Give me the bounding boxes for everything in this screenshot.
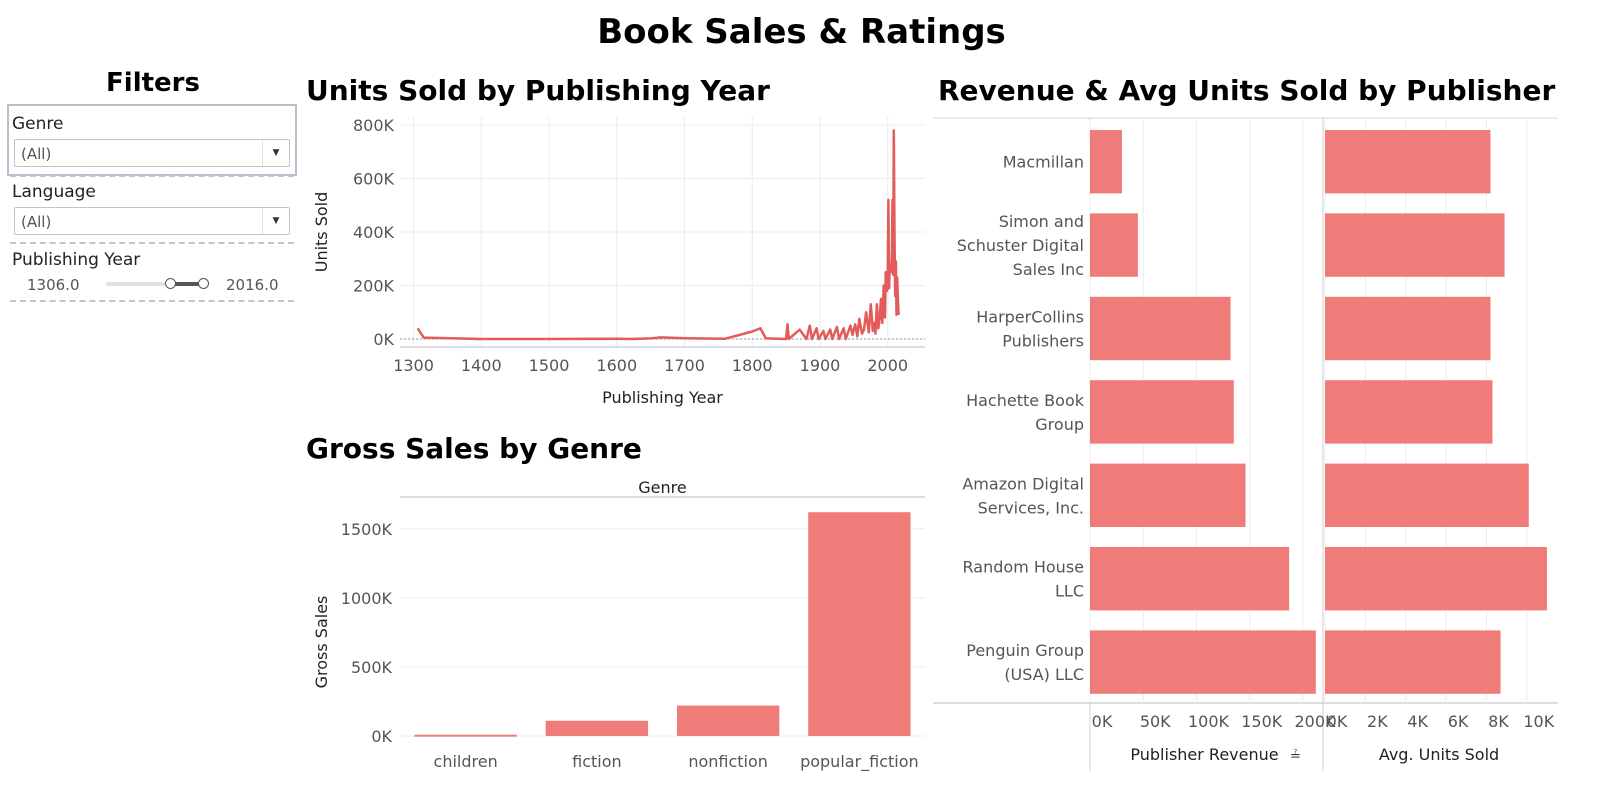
publisher-bar (1090, 380, 1234, 444)
publisher-label: Group (1035, 415, 1084, 434)
filter-divider (10, 175, 294, 177)
publisher-label: Hachette Book (966, 391, 1085, 410)
language-filter-label: Language (12, 182, 96, 202)
chevron-down-icon[interactable]: ▼ (262, 208, 289, 234)
y-tick-label: 1000K (341, 589, 393, 608)
x-tick-label: 0K (1092, 712, 1113, 731)
publisher-label: Penguin Group (966, 641, 1084, 660)
language-dropdown[interactable]: (All) ▼ (14, 207, 290, 235)
x-tick-label: 1600 (596, 356, 637, 375)
publisher-label: Simon and (999, 212, 1084, 231)
publisher-label: Publishers (1002, 332, 1084, 351)
x-tick-label: 200K (1295, 712, 1337, 731)
x-tick-label: 100K (1188, 712, 1230, 731)
slider-max-handle[interactable] (198, 278, 209, 289)
publisher-bar (1325, 130, 1491, 194)
publisher-label: Random House (963, 558, 1084, 577)
category-label: nonfiction (688, 752, 768, 771)
publisher-label: Sales Inc (1013, 260, 1084, 279)
genre-bar (545, 720, 649, 736)
publisher-label: Schuster Digital (957, 236, 1084, 255)
publisher-label: HarperCollins (976, 308, 1084, 327)
publisher-bar (1325, 463, 1529, 527)
x-tick-label: 1800 (732, 356, 773, 375)
genre-header: Genre (638, 478, 686, 497)
x-tick-label: 0K (1327, 712, 1348, 731)
filter-divider (10, 242, 294, 244)
publisher-label: Macmillan (1003, 153, 1084, 172)
axis-title: Publisher Revenue (1130, 745, 1278, 764)
language-dropdown-value: (All) (21, 213, 52, 231)
genre-bar (676, 705, 780, 736)
x-axis-title: Publishing Year (602, 388, 723, 407)
y-tick-label: 600K (353, 170, 395, 189)
x-tick-label: 6K (1448, 712, 1469, 731)
publisher-bar (1325, 213, 1505, 277)
y-axis-title: Gross Sales (312, 596, 331, 689)
x-tick-label: 1400 (461, 356, 502, 375)
publisher-label: (USA) LLC (1004, 665, 1084, 684)
x-tick-label: 10K (1523, 712, 1554, 731)
genre-dropdown[interactable]: (All) ▼ (14, 139, 290, 167)
publisher-bar (1090, 547, 1290, 611)
genre-dropdown-value: (All) (21, 145, 52, 163)
y-tick-label: 500K (351, 658, 393, 677)
publishing-year-slider-track[interactable] (106, 282, 206, 286)
publisher-bar (1090, 463, 1246, 527)
x-tick-label: 1500 (529, 356, 570, 375)
chevron-down-icon[interactable]: ▼ (262, 140, 289, 166)
units-sold-chart-title: Units Sold by Publishing Year (306, 74, 770, 107)
filters-title: Filters (106, 68, 200, 98)
y-tick-label: 200K (353, 276, 395, 295)
publisher-bar (1090, 213, 1138, 277)
x-tick-label: 1900 (800, 356, 841, 375)
x-tick-label: 2K (1367, 712, 1388, 731)
y-tick-label: 800K (353, 116, 395, 135)
y-tick-label: 0K (371, 727, 392, 746)
publisher-label: Services, Inc. (978, 498, 1084, 517)
units-sold-line-chart[interactable]: 0K 200K 400K 600K 800K 1300 1400 1500 1600 1700 18… (305, 112, 930, 412)
filter-divider (10, 300, 294, 302)
publishing-year-slider-range (170, 282, 204, 286)
x-tick-label: 8K (1488, 712, 1509, 731)
publishing-year-max-value: 2016.0 (226, 276, 279, 294)
axis-title: Avg. Units Sold (1379, 745, 1499, 764)
y-tick-label: 0K (373, 330, 394, 349)
gross-sales-bar-chart[interactable]: Genre 0K 500K 1000K 1500K Gross Sales children… (305, 472, 930, 782)
category-label: fiction (572, 752, 622, 771)
genre-bar (808, 512, 911, 736)
genre-bar (414, 734, 517, 737)
publisher-bar (1325, 547, 1547, 611)
publisher-bar (1325, 630, 1501, 694)
x-tick-label: 4K (1407, 712, 1428, 731)
publisher-chart-title: Revenue & Avg Units Sold by Publisher (938, 74, 1556, 107)
slider-min-handle[interactable] (165, 278, 176, 289)
x-tick-label: 1300 (393, 356, 434, 375)
publisher-bar (1325, 380, 1493, 444)
publisher-label: LLC (1055, 582, 1084, 601)
category-label: popular_fiction (800, 752, 919, 772)
sort-descending-icon: ≟ (1290, 749, 1301, 764)
genre-filter-label: Genre (12, 114, 64, 134)
dashboard-title: Book Sales & Ratings (597, 12, 1006, 52)
publisher-bar (1090, 130, 1122, 194)
y-axis-title: Units Sold (312, 192, 331, 273)
publishing-year-filter-label: Publishing Year (12, 250, 141, 270)
gross-sales-chart-title: Gross Sales by Genre (306, 432, 642, 465)
publisher-bar-chart[interactable]: 0K 50K 100K 150K 200K Publisher Revenue 0K 2K 4K… (933, 115, 1558, 775)
y-tick-label: 1500K (341, 520, 393, 539)
x-tick-label: 2000 (867, 356, 908, 375)
publisher-bar (1090, 630, 1316, 694)
category-label: children (434, 752, 498, 771)
publishing-year-min-value: 1306.0 (27, 276, 80, 294)
y-tick-label: 400K (353, 223, 395, 242)
x-tick-label: 1700 (664, 356, 705, 375)
units-sold-line (416, 129, 900, 341)
publisher-bar (1325, 296, 1491, 361)
x-tick-label: 50K (1140, 712, 1171, 731)
publisher-label: Amazon Digital (962, 474, 1084, 493)
x-tick-label: 150K (1241, 712, 1283, 731)
publisher-bar (1090, 296, 1231, 361)
